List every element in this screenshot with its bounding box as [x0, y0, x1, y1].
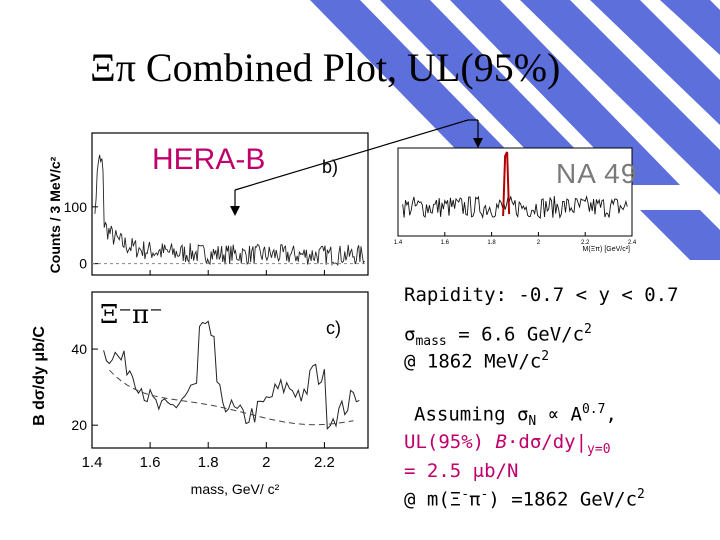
bottom-smooth-curve	[109, 369, 354, 426]
panel-c-label: c)	[326, 318, 341, 338]
arrow-head	[473, 138, 483, 148]
annotation-arrows	[230, 119, 483, 216]
bottom-x-tick-label: 2.2	[314, 454, 335, 471]
upper-limit-text: UL(95%) B·dσ/dy|y=0	[404, 431, 611, 457]
arrow-head	[230, 206, 240, 216]
na49-inset-plot: 1.4 1.6 1.8 2 2.2 2.4M(Ξπ) [GeV/c²]	[394, 147, 637, 253]
bottom-x-axis-label: mass, GeV/ c²	[191, 481, 280, 497]
herab-top-plot: 0 100	[64, 132, 369, 276]
bottom-x-tick-label: 1.6	[140, 454, 161, 471]
assumption-text: Assuming σN ∝ A0.7,	[414, 402, 617, 430]
bottom-x-tick-label: 2	[262, 454, 270, 471]
na49-x-tick-label: 2.2	[581, 240, 590, 246]
na49-x-axis-label: M(Ξπ) [GeV/c²]	[583, 246, 631, 253]
top-y-tick-label: 0	[79, 256, 87, 272]
channel-label: Ξ⁻π⁻	[100, 300, 163, 330]
bottom-plot-frame	[91, 291, 369, 449]
na49-x-tick-label: 1.4	[394, 240, 403, 246]
na49-peak	[502, 151, 511, 217]
top-y-tick-label: 100	[64, 199, 88, 215]
na49-x-tick-label: 1.6	[441, 240, 450, 246]
mass-condition-text: @ m(Ξ-π-) =1862 GeV/c2	[404, 487, 645, 511]
bottom-x-tick-label: 1.4	[82, 454, 103, 471]
panel-b-label: b)	[322, 157, 339, 177]
na49-x-tick-label: 1.8	[487, 240, 496, 246]
bottom-x-tick-label: 1.8	[198, 454, 219, 471]
sigma-mass-text: σmass = 6.6 GeV/c2	[404, 322, 592, 350]
na49-data-series	[402, 194, 628, 220]
mass-value-text: @ 1862 MeV/c2	[404, 349, 550, 373]
herab-label: HERA-B	[152, 143, 266, 176]
na49-frame	[397, 147, 633, 237]
rapidity-text: Rapidity: -0.7 < y < 0.7	[404, 284, 679, 306]
arrow-line	[234, 119, 469, 191]
page-title: Ξπ Combined Plot, UL(95%)	[90, 45, 561, 90]
na49-label: NA 49	[556, 158, 638, 189]
herab-bottom-plot: 20 40 1.4 1.6 1.8 2 2.2 mass, GeV/ c²	[71, 291, 369, 497]
top-data-series	[94, 154, 365, 267]
upper-limit-value: = 2.5 μb/N	[404, 460, 519, 482]
bottom-upper-limit-curve	[103, 320, 360, 431]
na49-x-tick-label: 2	[537, 240, 541, 246]
bottom-y-tick-label: 40	[71, 341, 87, 357]
na49-x-tick-label: 2.4	[628, 240, 637, 246]
bottom-y-tick-label: 20	[71, 417, 87, 433]
